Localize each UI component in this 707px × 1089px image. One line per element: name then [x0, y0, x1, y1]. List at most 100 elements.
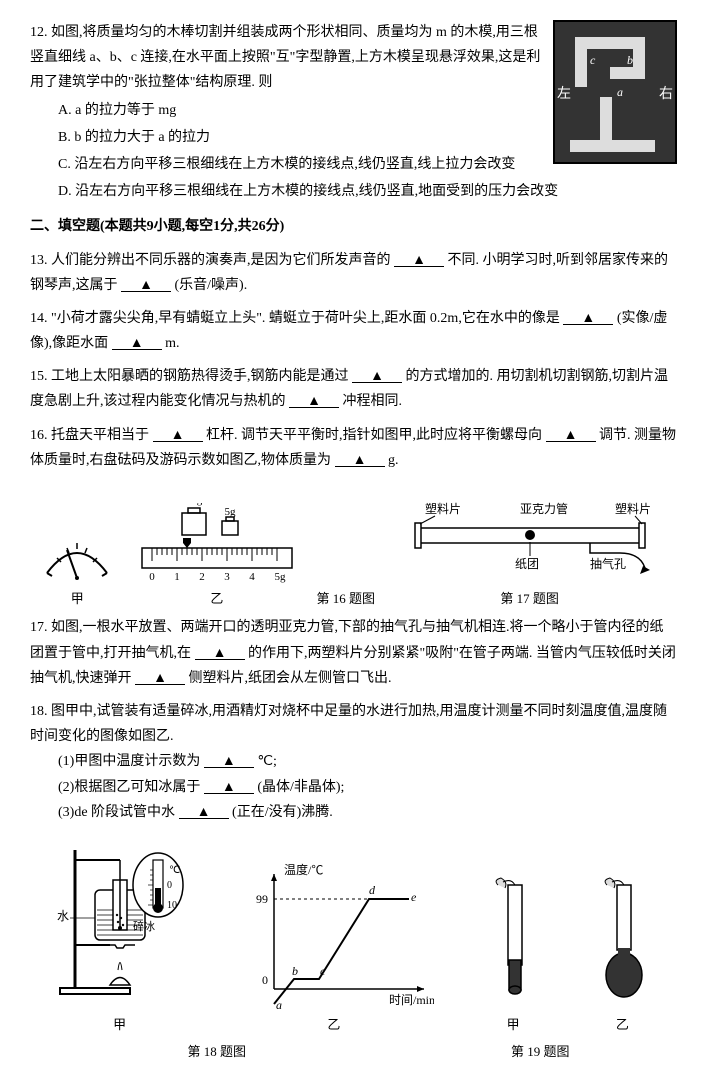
svg-text:1: 1: [174, 571, 180, 583]
q15-text3: 冲程相同.: [343, 394, 403, 409]
svg-text:3: 3: [224, 571, 230, 583]
fig-18-jia: ℃ 0 10 水 碎冰 甲: [55, 840, 185, 1037]
q17-blank1[interactable]: ▲: [195, 641, 245, 660]
fig-16-yi: 20g 5g 0 1 2 3 4 5g 乙: [132, 503, 302, 610]
fig18-yi-label: 乙: [234, 1013, 434, 1036]
q17-text3: 侧塑料片,纸团会从左侧管口飞出.: [189, 671, 392, 686]
svg-text:℃: ℃: [169, 865, 180, 876]
svg-text:4: 4: [249, 571, 255, 583]
q13-number: 13.: [30, 253, 48, 268]
fig-16-caption: 第 16 题图: [317, 583, 376, 610]
q18-text1: 图甲中,试管装有适量碎冰,用酒精灯对烧杯中足量的水进行加热,用温度计测量不同时刻…: [30, 704, 667, 744]
figures-16-17: 甲 20g 5g 0 1 2 3: [30, 488, 677, 610]
fig17-caption-text: 第 17 题图: [390, 587, 670, 610]
ruler-weights-icon: 20g 5g 0 1 2 3 4 5g: [132, 503, 302, 583]
question-16: 16. 托盘天平相当于 ▲ 杠杆. 调节天平平衡时,指针如图甲,此时应将平衡螺母…: [30, 423, 677, 473]
fig-19-yi: 乙: [592, 870, 652, 1037]
fig18-caption: 第 18 题图: [67, 1040, 367, 1063]
label-left: 左: [557, 82, 571, 107]
label-c: c: [590, 50, 595, 72]
q16-blank2[interactable]: ▲: [546, 423, 596, 442]
q12-option-d: D. 沿左右方向平移三根细线在上方木模的接线点,线仍竖直,地面受到的压力会改变: [58, 179, 677, 204]
q16-number: 16.: [30, 428, 48, 443]
fig16-caption-text: 第 16 题图: [317, 587, 376, 610]
pt-c: c: [320, 964, 326, 978]
y99: 99: [256, 892, 268, 906]
q14-blank2[interactable]: ▲: [112, 331, 162, 350]
q16-text4: g.: [388, 453, 399, 468]
q14-text3: m.: [165, 336, 179, 351]
tube-icon: 塑料片 亚克力管 塑料片 纸团 抽气孔: [390, 488, 670, 583]
tube-label: 亚克力管: [520, 501, 568, 516]
q13-blank1[interactable]: ▲: [394, 248, 444, 267]
fig-16-jia: 甲: [37, 528, 117, 610]
q13-blank2[interactable]: ▲: [121, 273, 171, 292]
svg-text:2: 2: [199, 571, 205, 583]
q18-blank1[interactable]: ▲: [204, 749, 254, 768]
svg-text:0: 0: [149, 571, 155, 583]
q17-number: 17.: [30, 620, 48, 635]
q16-blank1[interactable]: ▲: [153, 423, 203, 442]
weight-5g: 5g: [224, 506, 236, 518]
fig19-caption: 第 19 题图: [440, 1040, 640, 1063]
section-2-header: 二、填空题(本题共9小题,每空1分,共26分): [30, 214, 677, 239]
fig16-yi-label: 乙: [132, 587, 302, 610]
pt-b: b: [292, 964, 298, 978]
fig19-yi-label: 乙: [592, 1013, 652, 1036]
q18-blank3[interactable]: ▲: [179, 800, 229, 819]
thermo-0: 0: [167, 880, 172, 891]
plastic-label-2: 塑料片: [615, 501, 651, 516]
label-b: b: [627, 50, 633, 72]
label-a: a: [617, 82, 623, 104]
fig-17: 塑料片 亚克力管 塑料片 纸团 抽气孔 第 17 题图: [390, 488, 670, 610]
q16-text1: 托盘天平相当于: [51, 428, 149, 443]
q16-blank3[interactable]: ▲: [335, 448, 385, 467]
q15-blank1[interactable]: ▲: [352, 364, 402, 383]
ylabel: 温度/℃: [284, 862, 323, 877]
figures-18-19: ℃ 0 10 水 碎冰 甲 温度/℃ 时间/min 99 0: [30, 840, 677, 1037]
bottom-captions: 第 18 题图 第 19 题图: [30, 1036, 677, 1063]
xlabel: 时间/min: [389, 993, 434, 1007]
tube-jia-icon: [483, 870, 543, 1000]
water-label: 水: [57, 909, 69, 923]
fig18-jia-label: 甲: [55, 1013, 185, 1036]
thermo-10: 10: [167, 900, 177, 911]
q12-number: 12.: [30, 25, 48, 40]
question-15: 15. 工地上太阳暴晒的钢筋热得烫手,钢筋内能是通过 ▲ 的方式增加的. 用切割…: [30, 364, 677, 414]
graph-icon: 温度/℃ 时间/min 99 0 a b c d e: [234, 859, 434, 1009]
q18-number: 18.: [30, 704, 48, 719]
q15-blank2[interactable]: ▲: [289, 389, 339, 408]
question-12: c b a 左 右 12. 如图,将质量均匀的木棒切割并组装成两个形状相同、质量…: [30, 20, 677, 206]
q17-blank2[interactable]: ▲: [135, 666, 185, 685]
question-17: 17. 如图,一根水平放置、两端开口的透明亚克力管,下部的抽气孔与抽气机相连.将…: [30, 615, 677, 691]
ice-label: 碎冰: [133, 919, 155, 933]
apparatus-icon: ℃ 0 10 水 碎冰: [55, 840, 185, 1000]
paper-label: 纸团: [515, 557, 539, 571]
question-18: 18. 图甲中,试管装有适量碎冰,用酒精灯对烧杯中足量的水进行加热,用温度计测量…: [30, 699, 677, 825]
q14-blank1[interactable]: ▲: [563, 306, 613, 325]
meter-icon: [37, 528, 117, 583]
fig16-jia-label: 甲: [37, 587, 117, 610]
q18-blank2[interactable]: ▲: [204, 775, 254, 794]
q14-number: 14.: [30, 311, 48, 326]
tube-yi-icon: [592, 870, 652, 1000]
q18-sub3-pre: (3)de 阶段试管中水: [58, 805, 175, 820]
q18-sub3-post: (正在/没有)沸腾.: [232, 805, 333, 820]
q18-sub1-pre: (1)甲图中温度计示数为: [58, 754, 200, 769]
fig-19-jia: 甲: [483, 870, 543, 1037]
q13-text1: 人们能分辨出不同乐器的演奏声,是因为它们所发声音的: [51, 253, 391, 268]
hole-label: 抽气孔: [590, 556, 626, 571]
weight-20g: 20g: [186, 503, 203, 506]
q12-stem: 如图,将质量均匀的木棒切割并组装成两个形状相同、质量均为 m 的木模,用三根竖直…: [30, 25, 540, 90]
q12-figure: c b a 左 右: [553, 20, 677, 164]
y0: 0: [262, 973, 268, 987]
pt-e: e: [411, 890, 417, 904]
label-right: 右: [659, 82, 673, 107]
q15-number: 15.: [30, 369, 48, 384]
plastic-label-1: 塑料片: [425, 501, 461, 516]
q15-text1: 工地上太阳暴晒的钢筋热得烫手,钢筋内能是通过: [51, 369, 349, 384]
q18-sub2-post: (晶体/非晶体);: [257, 780, 344, 795]
svg-text:5g: 5g: [274, 571, 286, 583]
q18-sub2-pre: (2)根据图乙可知冰属于: [58, 780, 200, 795]
q13-text3: (乐音/噪声).: [175, 278, 248, 293]
